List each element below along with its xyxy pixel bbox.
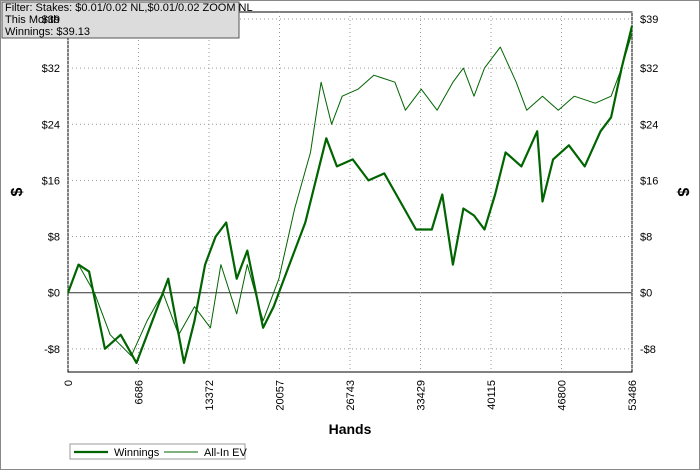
y-tick-label: $32 bbox=[42, 63, 60, 75]
x-tick-label: 33429 bbox=[416, 380, 428, 411]
x-tick-label: 6686 bbox=[134, 380, 146, 404]
y-tick-label: $24 bbox=[42, 119, 60, 131]
y2-tick-label: $16 bbox=[640, 175, 658, 187]
plot-area bbox=[66, 11, 634, 373]
x-tick-label: 20057 bbox=[274, 380, 286, 411]
x-tick-label: 53486 bbox=[627, 380, 639, 411]
y-tick-label: -$8 bbox=[44, 344, 60, 356]
legend-label: All-In EV bbox=[204, 447, 247, 459]
y2-axis-label: $ bbox=[674, 188, 691, 197]
x-axis-label: Hands bbox=[329, 421, 372, 437]
legend-box bbox=[69, 443, 246, 460]
y2-tick-label: $24 bbox=[640, 119, 658, 131]
y-axis-label: $ bbox=[9, 187, 26, 196]
x-tick-label: 26743 bbox=[345, 380, 357, 411]
x-tick-label: 46800 bbox=[556, 380, 568, 411]
legend-label: Winnings bbox=[114, 447, 160, 459]
y-tick-label: $39 bbox=[42, 14, 60, 26]
y-tick-label: $16 bbox=[42, 175, 60, 187]
y2-tick-label: $32 bbox=[640, 63, 658, 75]
y2-tick-label: $0 bbox=[640, 288, 652, 300]
y-tick-label: $8 bbox=[48, 232, 60, 244]
y2-tick-label: $39 bbox=[640, 14, 658, 26]
y2-tick-label: $8 bbox=[640, 232, 652, 244]
filter-box bbox=[1, 1, 240, 39]
x-tick-label: 0 bbox=[63, 380, 75, 386]
x-tick-label: 13372 bbox=[204, 380, 216, 411]
filter-text: Filter: Stakes: $0.01/0.02 NL,$0.01/0.02… bbox=[5, 2, 253, 14]
filter-text: Winnings: $39.13 bbox=[5, 26, 90, 38]
x-tick-label: 40115 bbox=[486, 380, 498, 410]
series-line bbox=[67, 32, 633, 357]
series-line bbox=[66, 25, 634, 364]
y2-tick-label: -$8 bbox=[640, 344, 656, 356]
filter-text: This Month bbox=[5, 14, 59, 26]
y-tick-label: $0 bbox=[48, 288, 60, 300]
